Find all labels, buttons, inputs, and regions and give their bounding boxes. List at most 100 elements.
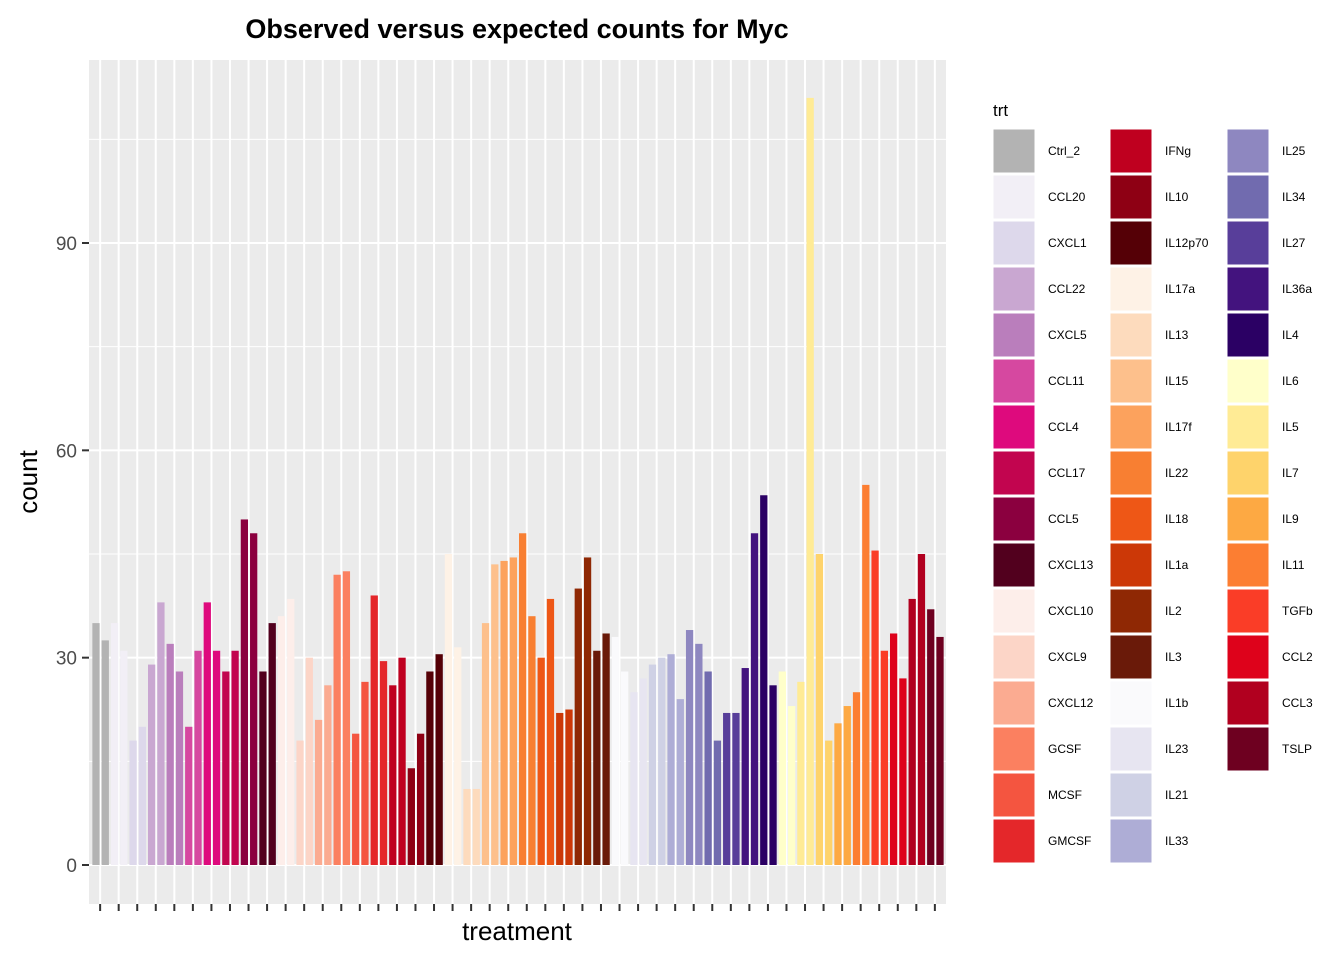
bar-il23-2	[639, 678, 647, 865]
bar-gmcsf-1	[370, 595, 378, 865]
legend-label-il13: IL13	[1165, 328, 1189, 342]
bar-il3-1	[593, 650, 601, 865]
legend-label-ccl3: CCL3	[1282, 696, 1313, 710]
legend-label-il34: IL34	[1282, 190, 1306, 204]
legend-key-cxcl12	[992, 680, 1036, 726]
legend: trt Ctrl_2 CCL20 CXCL1 CCL22 CXCL5 CCL11 CCL4 CC…	[992, 101, 1313, 864]
bar-il6-1	[778, 671, 786, 865]
bar-gcsf-1	[333, 574, 341, 865]
legend-label-ccl22: CCL22	[1048, 282, 1086, 296]
bar-cxcl12-2	[324, 685, 332, 865]
legend-key-il34	[1226, 174, 1270, 220]
bar-tslp-2	[936, 636, 944, 865]
bar-ccl22-2	[157, 602, 165, 865]
legend-label-il36a: IL36a	[1282, 282, 1312, 296]
legend-label-ccl11: CCL11	[1048, 374, 1085, 388]
legend-label-il33: IL33	[1165, 834, 1189, 848]
x-axis-title: treatment	[462, 916, 573, 946]
legend-label-tgfb: TGFb	[1282, 604, 1313, 618]
bar-il7-2	[825, 740, 833, 865]
legend-label-il9: IL9	[1282, 512, 1299, 526]
legend-key-il1a	[1109, 542, 1153, 588]
bar-il13-1	[463, 788, 471, 865]
legend-label-gmcsf: GMCSF	[1048, 834, 1091, 848]
legend-label-cxcl1: CXCL1	[1048, 236, 1087, 250]
bar-il9-2	[843, 706, 851, 865]
legend-key-mcsf	[992, 772, 1036, 818]
legend-label-cxcl12: CXCL12	[1048, 696, 1094, 710]
legend-key-il36a	[1226, 266, 1270, 312]
bar-il34-2	[713, 740, 722, 865]
bar-ifng-2	[398, 657, 406, 865]
legend-label-il22: IL22	[1165, 466, 1189, 480]
legend-key-il1b	[1109, 680, 1153, 726]
axes: 0 30 60 90	[56, 234, 936, 911]
legend-label-mcsf: MCSF	[1048, 788, 1082, 802]
legend-key-ccl17	[992, 450, 1036, 496]
legend-label-cxcl10: CXCL10	[1048, 604, 1094, 618]
bar-il13-2	[472, 788, 480, 865]
bar-cxcl9-2	[305, 657, 313, 865]
bar-il2-2	[583, 557, 592, 865]
bar-ccl4-2	[212, 650, 221, 865]
legend-key-cxcl5	[992, 312, 1036, 358]
bar-ccl17-2	[231, 650, 239, 865]
bars	[92, 97, 944, 865]
y-tick-label: 0	[66, 856, 77, 877]
legend-label-il18: IL18	[1165, 512, 1189, 526]
bar-ccl20-1	[110, 623, 119, 865]
legend-key-ccl22	[992, 266, 1036, 312]
legend-key-ccl20	[992, 174, 1036, 220]
legend-label-il5: IL5	[1282, 420, 1299, 434]
bar-gmcsf-2	[379, 661, 388, 865]
bar-il17f-2	[509, 557, 517, 865]
bar-il25-2	[695, 643, 703, 865]
bar-il1b-2	[621, 671, 629, 865]
bar-ifng-1	[389, 685, 397, 865]
legend-key-il12p70	[1109, 220, 1153, 266]
bar-il15-2	[491, 564, 499, 865]
legend-key-il5	[1226, 404, 1270, 450]
bar-ccl20-2	[120, 650, 128, 865]
legend-key-il11	[1226, 542, 1270, 588]
bar-il27-2	[732, 712, 740, 865]
legend-label-il21: IL21	[1165, 788, 1189, 802]
bar-il21-2	[658, 657, 666, 865]
bar-il18-1	[537, 657, 545, 865]
legend-key-il9	[1226, 496, 1270, 542]
bar-il25-1	[685, 630, 694, 865]
bar-cxcl1-2	[138, 726, 147, 865]
bar-il12p70-1	[426, 671, 434, 865]
bar-il15-1	[481, 623, 490, 865]
legend-key-ccl11	[992, 358, 1036, 404]
legend-key-gmcsf	[992, 818, 1036, 864]
bar-il33-1	[667, 654, 675, 865]
y-tick-label: 30	[56, 649, 77, 670]
legend-label-il23: IL23	[1165, 742, 1189, 756]
bar-ccl11-2	[194, 650, 202, 865]
legend-label-ccl4: CCL4	[1048, 420, 1079, 434]
legend-label-il4: IL4	[1282, 328, 1299, 342]
legend-key-ctrl_2	[992, 128, 1036, 174]
legend-label-cxcl9: CXCL9	[1048, 650, 1087, 664]
bar-tslp-1	[927, 609, 935, 865]
bar-cxcl13-1	[259, 671, 267, 865]
bar-il1a-1	[556, 712, 564, 865]
legend-label-ccl2: CCL2	[1282, 650, 1313, 664]
legend-key-tgfb	[1226, 588, 1270, 634]
chart-title: Observed versus expected counts for Myc	[245, 14, 788, 44]
bar-ccl5-2	[250, 533, 258, 865]
legend-label-ctrl_2: Ctrl_2	[1048, 144, 1080, 158]
legend-key-il22	[1109, 450, 1153, 496]
legend-key-il18	[1109, 496, 1153, 542]
gridlines	[89, 60, 946, 904]
y-tick-label: 90	[56, 234, 77, 255]
bar-cxcl12-1	[314, 719, 323, 865]
legend-label-cxcl5: CXCL5	[1048, 328, 1087, 342]
bar-ccl3-1	[908, 598, 916, 865]
bar-il21-1	[648, 664, 657, 865]
legend-label-ifng: IFNg	[1165, 144, 1191, 158]
bar-cxcl9-1	[296, 740, 304, 865]
bar-ccl17-1	[222, 671, 230, 865]
